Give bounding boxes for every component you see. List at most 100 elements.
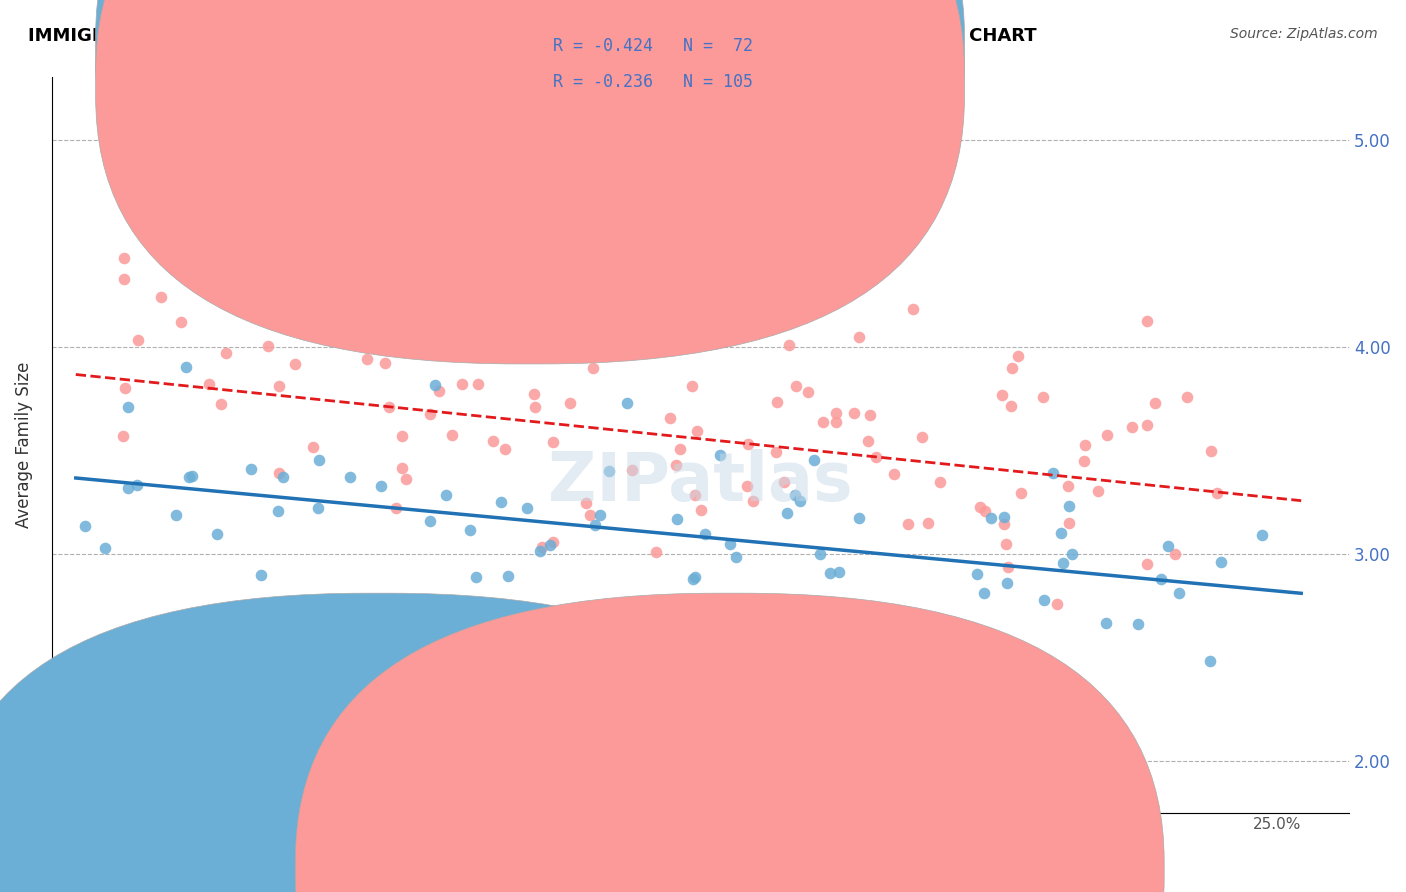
Point: [1157, 539, 1180, 553]
Point: [666, 512, 689, 526]
Point: [665, 458, 688, 472]
Point: [267, 504, 290, 518]
Point: [966, 567, 988, 582]
Point: [785, 488, 807, 502]
Point: [543, 435, 565, 450]
Point: [308, 453, 330, 467]
Point: [385, 501, 408, 516]
Point: [209, 397, 232, 411]
Point: [1175, 390, 1198, 404]
Point: [1074, 438, 1097, 452]
Point: [1143, 396, 1166, 410]
Point: [516, 501, 538, 516]
Point: [94, 541, 117, 555]
Point: [391, 460, 413, 475]
Point: [876, 655, 898, 669]
Point: [808, 547, 831, 561]
Point: [693, 527, 716, 541]
Point: [683, 569, 706, 583]
Point: [114, 381, 136, 395]
Point: [934, 653, 956, 667]
Point: [865, 450, 887, 464]
Point: [583, 518, 606, 533]
Point: [239, 462, 262, 476]
Point: [523, 387, 546, 401]
Point: [427, 384, 450, 399]
Point: [117, 400, 139, 414]
Point: [1057, 500, 1080, 514]
Point: [541, 534, 564, 549]
Point: [1199, 443, 1222, 458]
Point: [209, 279, 232, 293]
Text: R = -0.424   N =  72: R = -0.424 N = 72: [553, 37, 752, 55]
Point: [530, 540, 553, 554]
Point: [598, 464, 620, 478]
Point: [441, 428, 464, 442]
Point: [589, 508, 612, 522]
Point: [980, 511, 1002, 525]
Point: [114, 252, 136, 266]
Point: [858, 408, 880, 422]
Point: [1032, 390, 1054, 404]
Point: [718, 537, 741, 551]
Point: [1251, 527, 1274, 541]
Point: [621, 463, 644, 477]
Text: Source: ZipAtlas.com: Source: ZipAtlas.com: [1230, 27, 1378, 41]
Point: [811, 416, 834, 430]
Point: [690, 503, 713, 517]
Point: [994, 536, 1017, 550]
Point: [458, 523, 481, 537]
Point: [198, 376, 221, 391]
Point: [463, 343, 485, 357]
Text: IMMIGRANTS FROM SPAIN VS IMMIGRANTS FROM PERU AVERAGE FAMILY SIZE CORRELATION CH: IMMIGRANTS FROM SPAIN VS IMMIGRANTS FROM…: [28, 27, 1036, 45]
Point: [901, 301, 924, 316]
Point: [1167, 586, 1189, 600]
Point: [1136, 558, 1159, 572]
Point: [419, 514, 441, 528]
Point: [890, 631, 912, 645]
Point: [1128, 616, 1150, 631]
Point: [969, 500, 991, 515]
Text: R = -0.236   N = 105: R = -0.236 N = 105: [553, 73, 752, 91]
Point: [112, 429, 135, 443]
Point: [170, 315, 193, 329]
Point: [1087, 484, 1109, 499]
Point: [339, 469, 361, 483]
Point: [267, 378, 290, 392]
Point: [579, 508, 602, 523]
Point: [370, 479, 392, 493]
Point: [451, 607, 474, 621]
Point: [395, 472, 418, 486]
Point: [765, 445, 787, 459]
Point: [825, 415, 848, 429]
Point: [973, 504, 995, 518]
Point: [271, 470, 294, 484]
Point: [283, 358, 305, 372]
Point: [575, 496, 598, 510]
Point: [491, 494, 513, 508]
Point: [776, 506, 799, 520]
Point: [1199, 655, 1222, 669]
Text: ZIPatlas: ZIPatlas: [548, 449, 853, 515]
Point: [911, 430, 934, 444]
Point: [917, 516, 939, 530]
Point: [929, 475, 952, 489]
Point: [409, 597, 432, 611]
Point: [681, 378, 703, 392]
Point: [496, 569, 519, 583]
Point: [1136, 417, 1159, 432]
Point: [181, 469, 204, 483]
Text: Immigrants from Peru: Immigrants from Peru: [761, 858, 927, 872]
Point: [1095, 428, 1118, 442]
Point: [848, 330, 870, 344]
Point: [825, 406, 848, 420]
Point: [1164, 547, 1187, 561]
Point: [619, 347, 641, 361]
Point: [1042, 467, 1064, 481]
Point: [1046, 597, 1069, 611]
Point: [669, 442, 692, 457]
Point: [683, 488, 706, 502]
Point: [741, 493, 763, 508]
Point: [423, 378, 446, 392]
Y-axis label: Average Family Size: Average Family Size: [15, 362, 32, 528]
